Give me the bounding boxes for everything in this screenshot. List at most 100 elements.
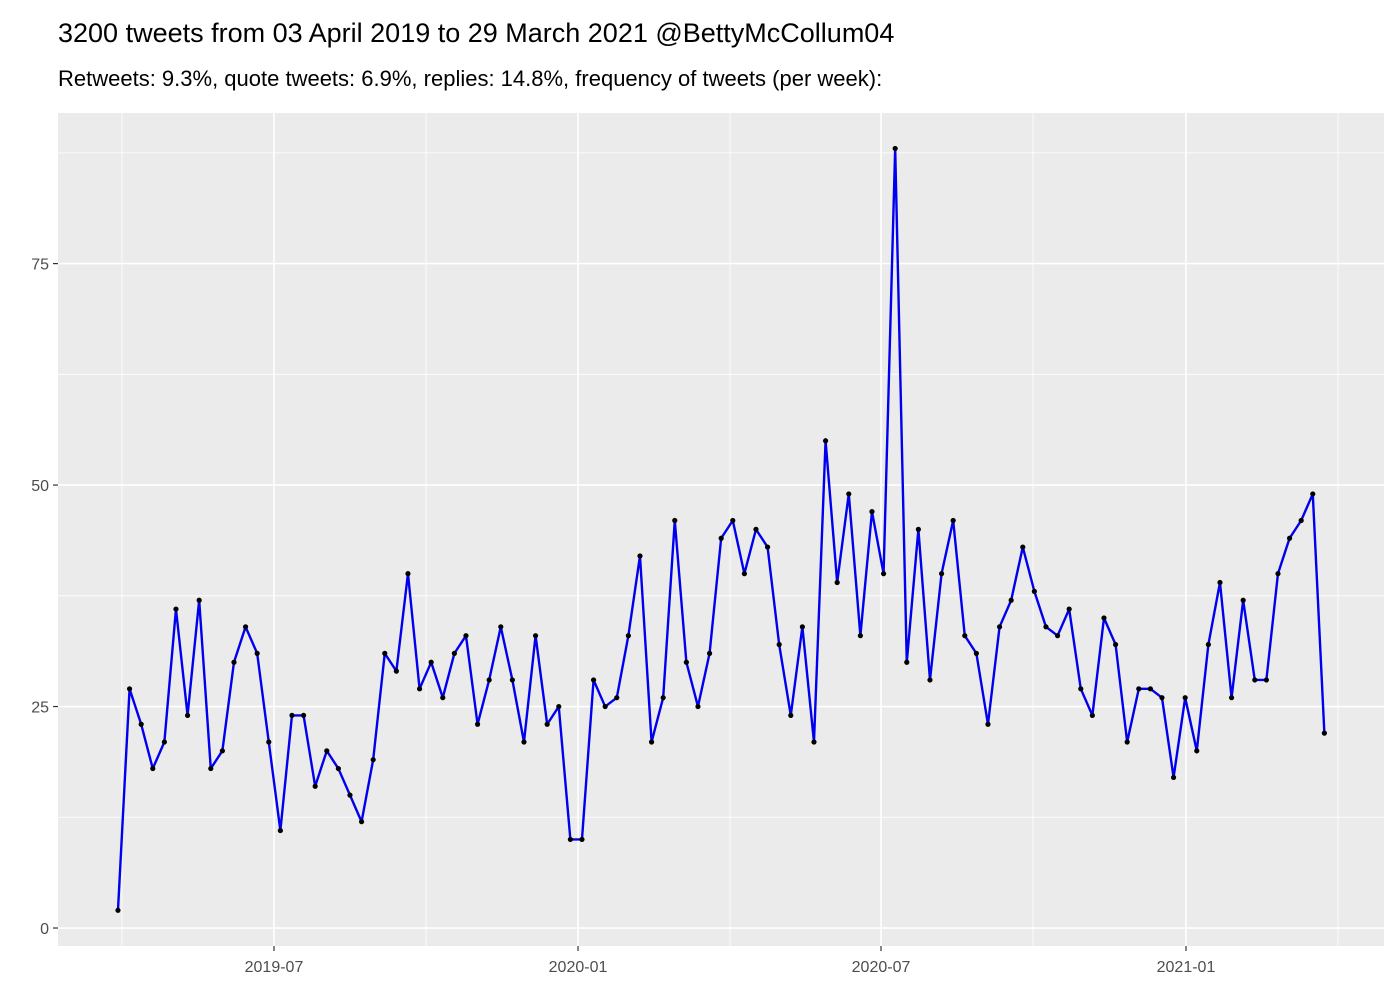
data-point bbox=[950, 517, 956, 524]
data-point bbox=[614, 695, 620, 701]
data-point bbox=[1043, 624, 1049, 630]
plot-panel bbox=[58, 113, 1384, 946]
data-point bbox=[382, 650, 388, 656]
data-point bbox=[1066, 606, 1072, 612]
data-point bbox=[1136, 686, 1142, 692]
x-tick-label: 2020-07 bbox=[852, 959, 911, 976]
data-point bbox=[498, 624, 504, 630]
data-point bbox=[161, 739, 167, 745]
data-point bbox=[834, 579, 840, 586]
data-point bbox=[822, 438, 829, 444]
data-point bbox=[138, 721, 144, 727]
data-point bbox=[1031, 588, 1037, 594]
data-point bbox=[927, 677, 933, 683]
data-point bbox=[1170, 774, 1177, 781]
y-tick-label: 25 bbox=[31, 700, 49, 717]
data-point bbox=[1286, 535, 1293, 541]
x-tick-label: 2019-07 bbox=[245, 959, 304, 976]
data-point bbox=[556, 703, 562, 710]
data-point bbox=[126, 686, 133, 692]
data-point bbox=[173, 606, 179, 612]
data-point bbox=[637, 553, 643, 559]
data-point bbox=[393, 668, 399, 674]
chart-title: 3200 tweets from 03 April 2019 to 29 Mar… bbox=[58, 18, 894, 48]
data-point bbox=[602, 703, 608, 710]
data-point bbox=[1321, 730, 1327, 736]
data-point bbox=[1089, 712, 1095, 719]
data-point bbox=[718, 535, 724, 541]
data-point bbox=[358, 819, 365, 825]
data-point bbox=[150, 765, 156, 772]
data-point bbox=[1263, 677, 1269, 683]
data-point bbox=[474, 721, 481, 727]
data-point bbox=[938, 571, 945, 577]
data-point bbox=[1217, 579, 1223, 586]
data-point bbox=[451, 650, 457, 656]
data-point bbox=[869, 509, 875, 515]
data-point bbox=[289, 712, 295, 719]
data-point bbox=[846, 491, 852, 497]
data-point bbox=[509, 677, 515, 683]
data-point bbox=[463, 633, 469, 639]
data-point bbox=[219, 748, 225, 754]
chart-subtitle: Retweets: 9.3%, quote tweets: 6.9%, repl… bbox=[58, 66, 882, 91]
data-point bbox=[776, 641, 782, 648]
data-point bbox=[266, 739, 272, 745]
data-point bbox=[973, 650, 979, 656]
data-point bbox=[672, 517, 678, 524]
data-point bbox=[1147, 686, 1153, 692]
data-point bbox=[590, 677, 597, 683]
data-point bbox=[788, 712, 794, 719]
data-point bbox=[1275, 571, 1281, 577]
data-point bbox=[1298, 517, 1304, 524]
data-point bbox=[428, 659, 434, 665]
data-point bbox=[880, 571, 887, 577]
data-point bbox=[335, 765, 341, 772]
data-point bbox=[370, 757, 376, 763]
data-point bbox=[1228, 695, 1235, 701]
data-point bbox=[1252, 677, 1258, 683]
data-point bbox=[416, 686, 423, 692]
data-point bbox=[521, 739, 527, 745]
data-point bbox=[312, 783, 318, 789]
data-point bbox=[892, 145, 898, 152]
data-point bbox=[347, 792, 353, 798]
data-point bbox=[648, 739, 655, 745]
data-point bbox=[231, 659, 237, 665]
data-point bbox=[799, 624, 805, 630]
data-point bbox=[1240, 597, 1246, 603]
data-point bbox=[1101, 615, 1107, 621]
data-point bbox=[486, 677, 492, 683]
data-point bbox=[985, 721, 991, 727]
data-point bbox=[857, 633, 863, 639]
data-point bbox=[625, 633, 631, 639]
data-point bbox=[277, 827, 283, 834]
data-point bbox=[1008, 597, 1014, 603]
data-point bbox=[1112, 641, 1119, 648]
data-point bbox=[764, 544, 771, 550]
y-tick-label: 0 bbox=[40, 921, 49, 938]
data-point bbox=[1310, 491, 1316, 497]
data-point bbox=[196, 597, 202, 603]
data-point bbox=[695, 703, 701, 710]
data-point bbox=[915, 526, 921, 532]
data-point bbox=[1159, 695, 1165, 701]
data-point bbox=[115, 907, 121, 913]
data-point bbox=[1078, 686, 1084, 692]
y-tick-label: 50 bbox=[31, 478, 49, 495]
data-point bbox=[1194, 748, 1200, 754]
data-point bbox=[1020, 544, 1026, 550]
data-point bbox=[683, 659, 689, 665]
data-point bbox=[753, 526, 759, 532]
data-point bbox=[242, 624, 249, 630]
data-point bbox=[904, 659, 910, 665]
y-tick-label: 75 bbox=[31, 257, 49, 274]
data-point bbox=[1124, 739, 1130, 745]
data-point bbox=[996, 624, 1003, 630]
data-point bbox=[1205, 641, 1211, 648]
data-point bbox=[1182, 695, 1188, 701]
data-point bbox=[184, 712, 191, 719]
data-point bbox=[1054, 633, 1061, 639]
data-point bbox=[811, 739, 817, 745]
